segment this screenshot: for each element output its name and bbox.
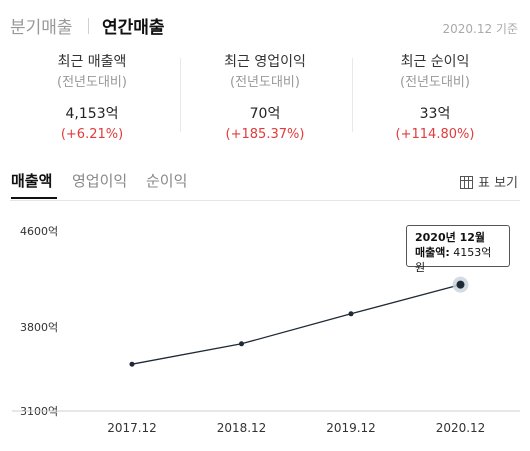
metric-title: 최근 영업이익 — [224, 54, 306, 70]
table-view-label: 표 보기 — [477, 176, 518, 191]
data-point — [348, 311, 354, 317]
metric-change: (+6.21%) — [60, 127, 124, 142]
y-tick-label: 4600억 — [20, 225, 58, 238]
x-tick-label: 2020.12 — [436, 421, 486, 435]
metric-change: (+185.37%) — [225, 127, 305, 142]
table-view-button[interactable]: 표 보기 — [459, 172, 518, 193]
summary-panel: 최근 매출액 (전년도대비) 4,153억 (+6.21%) 최근 영업이익 (… — [0, 52, 530, 142]
chart-tooltip: 2020년 12월 매출액: 4153억원 — [406, 225, 510, 274]
x-tick-label: 2017.12 — [107, 421, 157, 435]
metric-title: 최근 순이익 — [400, 54, 470, 70]
data-point — [239, 341, 244, 347]
table-icon — [459, 176, 473, 193]
metric-value: 70억 — [249, 106, 281, 122]
header: 분기매출 연간매출 2020.12 기준 — [0, 0, 530, 50]
summary-divider — [352, 58, 353, 132]
data-point — [456, 280, 465, 289]
tooltip-key: 매출액: — [415, 246, 450, 259]
tab-revenue[interactable]: 매출액 — [11, 172, 53, 190]
tab-net-income[interactable]: 순이익 — [146, 172, 188, 190]
active-tab-indicator — [11, 197, 57, 199]
metric-subtitle: (전년도대비) — [230, 75, 300, 90]
y-tick-label: 3800억 — [20, 321, 58, 334]
tab-quarterly-revenue[interactable]: 분기매출 — [10, 18, 73, 38]
as-of-date: 2020.12 기준 — [442, 22, 518, 36]
series-line — [131, 284, 461, 365]
tooltip-title: 2020년 12월 — [415, 231, 485, 244]
chart-tabs: 매출액 영업이익 순이익 표 보기 — [0, 170, 530, 201]
summary-divider — [180, 58, 181, 132]
x-tick-label: 2018.12 — [217, 421, 267, 435]
tab-yearly-revenue[interactable]: 연간매출 — [102, 18, 165, 38]
tab-operating-profit[interactable]: 영업이익 — [72, 172, 128, 190]
metric-change: (+114.80%) — [395, 127, 475, 142]
tab-divider-line — [10, 200, 520, 201]
metric-revenue: 최근 매출액 (전년도대비) 4,153억 (+6.21%) — [4, 52, 180, 144]
x-tick-label: 2019.12 — [326, 421, 376, 435]
data-point — [129, 361, 135, 367]
metric-subtitle: (전년도대비) — [400, 75, 470, 90]
tooltip-value: 4153억원 — [415, 246, 492, 274]
revenue-chart: 4600억 3800억 3100억 2017.12 2018.12 2019.12 2020… — [0, 205, 530, 451]
metric-value: 33억 — [419, 106, 451, 122]
metric-operating-profit: 최근 영업이익 (전년도대비) 70억 (+185.37%) — [177, 52, 353, 144]
tab-divider — [88, 18, 89, 34]
metric-net-income: 최근 순이익 (전년도대비) 33억 (+114.80%) — [347, 52, 523, 144]
metric-title: 최근 매출액 — [57, 54, 127, 70]
metric-subtitle: (전년도대비) — [57, 75, 127, 90]
metric-value: 4,153억 — [65, 106, 119, 122]
